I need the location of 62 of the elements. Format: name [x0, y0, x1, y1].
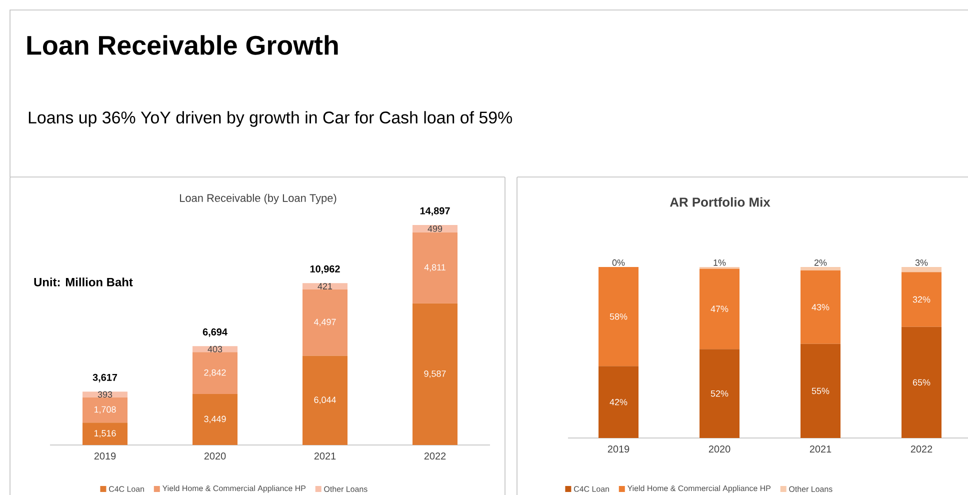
bar [902, 326, 942, 438]
data-label: 403 [208, 346, 222, 352]
data-label: 4,497 [314, 318, 336, 326]
x-tick-label: 2020 [708, 446, 730, 453]
x-tick-label: 2021 [314, 452, 336, 460]
data-label: 9,587 [424, 370, 446, 378]
bar [192, 352, 238, 394]
data-label: 55% [812, 388, 830, 394]
bar [412, 232, 458, 304]
bar [302, 289, 348, 356]
bar [82, 397, 128, 423]
data-label: 421 [318, 283, 332, 290]
data-label: 4,811 [424, 264, 446, 272]
bar [800, 270, 841, 344]
total-label: 6,694 [202, 328, 228, 337]
bar [800, 344, 841, 438]
bar [192, 394, 238, 445]
data-label: 65% [912, 379, 930, 386]
bar [82, 422, 128, 445]
data-label: 58% [610, 313, 628, 320]
x-tick-label: 2019 [608, 446, 630, 453]
bar [598, 366, 639, 438]
total-label: 3,617 [92, 374, 118, 382]
bar [700, 268, 740, 350]
data-label: 47% [710, 306, 728, 312]
text: Loan Receivable Growth [27, 35, 338, 55]
data-label: 42% [610, 398, 628, 406]
annotation: Unit: Million Baht [34, 278, 133, 286]
x-tick-label: 2022 [424, 452, 446, 460]
x-tick-label: 2020 [204, 452, 226, 460]
data-label: 499 [428, 225, 442, 232]
data-label: 1% [714, 260, 726, 266]
x-tick-label: 2019 [94, 452, 116, 460]
data-label: 1,708 [94, 406, 116, 414]
x-tick-label: 2022 [910, 446, 932, 453]
bar [902, 266, 942, 272]
data-label: 3% [915, 259, 928, 266]
data-label: 0% [612, 259, 625, 266]
data-label: 2,842 [204, 369, 226, 377]
bar [598, 266, 639, 366]
total-label: 14,897 [420, 207, 450, 216]
x-tick-label: 2021 [810, 446, 832, 453]
bar [700, 349, 740, 438]
total-label: 10,962 [310, 265, 340, 274]
data-label: 32% [912, 296, 930, 303]
data-label: 43% [812, 304, 830, 310]
bar [412, 224, 458, 232]
chart-title: Loan Receivable (by Loan Type) [180, 194, 336, 204]
bar [302, 283, 348, 290]
bar [302, 356, 348, 445]
data-label: 3,449 [204, 416, 226, 424]
bar [800, 266, 841, 270]
bar [82, 392, 128, 398]
data-label: 6,044 [314, 396, 336, 404]
bar [412, 303, 458, 445]
data-label: 1,516 [94, 430, 116, 438]
chart-title: AR Portfolio Mix [670, 197, 770, 207]
data-label: 52% [710, 390, 728, 397]
bar [902, 272, 942, 327]
data-label: 393 [98, 391, 112, 398]
text: Loans up 36% YoY driven by growth in Car for Cash loan of 59% [28, 111, 512, 127]
data-label: 2% [814, 259, 827, 266]
